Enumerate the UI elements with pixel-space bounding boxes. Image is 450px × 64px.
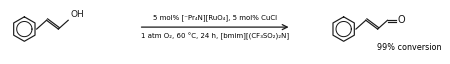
Text: 5 mol% [⁻Pr₄N][RuO₄], 5 mol% CuCl: 5 mol% [⁻Pr₄N][RuO₄], 5 mol% CuCl (153, 14, 277, 21)
Text: 99% conversion: 99% conversion (378, 43, 442, 52)
Text: OH: OH (70, 10, 84, 19)
Text: O: O (397, 15, 405, 25)
Text: 1 atm O₂, 60 °C, 24 h, [bmim][(CF₃SO₂)₂N]: 1 atm O₂, 60 °C, 24 h, [bmim][(CF₃SO₂)₂N… (141, 33, 289, 40)
